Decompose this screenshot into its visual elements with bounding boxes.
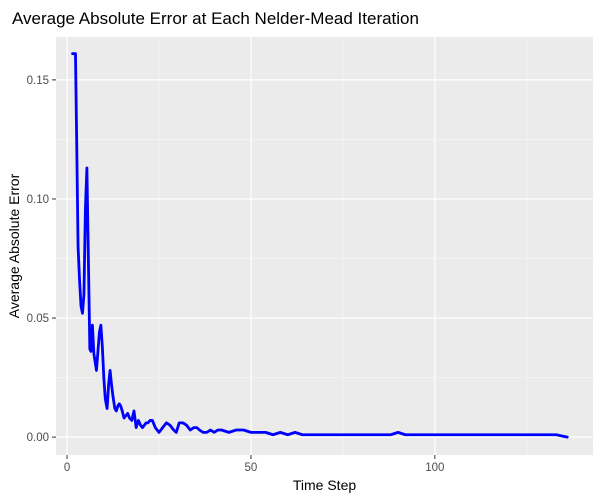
x-tick-label: 100 <box>425 462 444 474</box>
y-axis-ticks: 0.00 0.05 0.10 0.15 <box>27 75 56 444</box>
major-grid <box>56 37 593 455</box>
x-tick-label: 50 <box>245 462 258 474</box>
x-tick-label: 0 <box>64 462 70 474</box>
x-axis-ticks: 0 50 100 <box>64 455 444 474</box>
minor-grid <box>56 37 593 455</box>
y-tick-label: 0.10 <box>27 194 49 206</box>
y-tick-label: 0.15 <box>27 75 49 87</box>
plot-panel <box>56 37 593 455</box>
y-axis-label: Average Absolute Error <box>6 173 22 318</box>
y-tick-label: 0.05 <box>27 313 49 325</box>
chart-title: Average Absolute Error at Each Nelder-Me… <box>12 9 419 28</box>
y-tick-label: 0.00 <box>27 432 49 444</box>
x-axis-label: Time Step <box>293 477 356 493</box>
series-line-average-absolute-error <box>71 52 569 439</box>
